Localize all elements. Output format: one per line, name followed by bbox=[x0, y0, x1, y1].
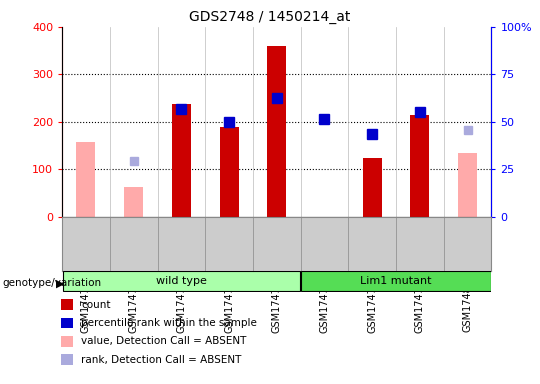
Text: rank, Detection Call = ABSENT: rank, Detection Call = ABSENT bbox=[81, 355, 241, 365]
Bar bbox=[458, 153, 477, 217]
Bar bbox=[267, 46, 286, 217]
Text: value, Detection Call = ABSENT: value, Detection Call = ABSENT bbox=[81, 336, 246, 346]
Text: genotype/variation: genotype/variation bbox=[3, 278, 102, 288]
Bar bbox=[410, 115, 429, 217]
FancyBboxPatch shape bbox=[301, 271, 491, 291]
Bar bbox=[219, 127, 239, 217]
Bar bbox=[77, 142, 96, 217]
Bar bbox=[172, 104, 191, 217]
Text: Lim1 mutant: Lim1 mutant bbox=[360, 276, 432, 286]
Text: percentile rank within the sample: percentile rank within the sample bbox=[81, 318, 257, 328]
Text: count: count bbox=[81, 300, 111, 310]
Text: wild type: wild type bbox=[156, 276, 207, 286]
Bar bbox=[363, 157, 382, 217]
Text: GDS2748 / 1450214_at: GDS2748 / 1450214_at bbox=[190, 10, 350, 23]
Text: ▶: ▶ bbox=[56, 278, 64, 288]
FancyBboxPatch shape bbox=[63, 271, 300, 291]
Bar bbox=[124, 187, 143, 217]
